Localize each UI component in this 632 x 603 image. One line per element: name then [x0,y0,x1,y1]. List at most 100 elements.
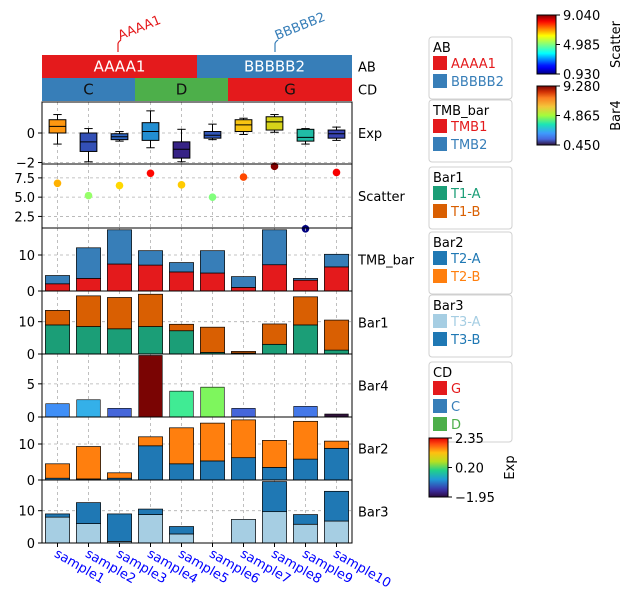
bar-segment [324,319,349,351]
annotation-ab-block [42,55,197,78]
annotation-cd-label: G [284,81,296,99]
colorbar-tick-label: 9.040 [563,9,600,24]
scatter-point [84,191,93,200]
y-tick-label: 0 [27,474,35,489]
legend-label: T1-A [450,187,481,202]
bar-segment [293,296,318,326]
bar [169,390,194,418]
scatter-point [53,179,62,188]
legend-label: C [451,400,460,415]
bar-segment [45,324,70,355]
box [172,141,191,159]
annotation-cd-label: C [83,81,93,99]
legend-box [428,99,513,163]
legend-title: AB [433,41,451,56]
bar-segment [169,427,194,465]
bar-segment [45,310,70,326]
scatter-point [332,168,341,177]
bar-segment [262,264,287,292]
bar [293,406,318,418]
annotation-cd-title: CD [358,84,377,99]
bar-segment [76,247,101,279]
colorbar-tick-label: 0.20 [455,462,484,477]
bar-segment [324,520,349,544]
bar-segment [45,463,70,479]
bar-segment [138,264,163,292]
bar-segment [293,420,318,460]
legend-swatch [433,269,447,283]
legend-label: BBBBB2 [451,75,504,90]
legend-box [428,36,513,100]
colorbar-label: Scatter [609,20,624,68]
colorbar-tick-label: 2.35 [455,432,484,447]
annotation-callout-label: AAAA1 [116,13,163,44]
bar-segment [138,436,163,447]
bar-segment [231,287,256,292]
bar-segment [324,349,349,355]
colorbar-tick-label: 0.930 [563,68,600,83]
bar-segment [76,446,101,480]
bar-segment [231,457,256,481]
bar-segment [231,419,256,459]
bar [107,408,132,418]
legend-label: G [451,382,461,397]
legend-swatch [433,56,447,70]
box [234,119,253,133]
legend-label: T2-B [450,270,480,285]
bar-segment [262,323,287,345]
bar-segment [107,328,132,355]
bar-segment [138,445,163,481]
callout-connector [117,39,122,52]
bar-segment [231,276,256,288]
colorbar-bar4 [536,85,557,146]
bar [138,355,163,418]
legend-box [428,361,513,443]
scatter-point [177,181,186,189]
colorbar-scatter [536,14,557,75]
bar-segment [138,326,163,355]
annotation-callout-label: BBBBB2 [273,10,328,44]
y-tick-label: 0 [27,537,35,552]
legend-swatch [433,417,447,431]
bar-segment [324,440,349,449]
colorbar-exp [428,437,449,498]
y-tick-label: 2.5 [14,210,35,225]
annotation-ab-title: AB [358,61,376,76]
bar-segment [107,297,132,330]
bar-segment [45,513,70,518]
annotation-cd-label: D [176,81,188,99]
legend-swatch [433,251,447,265]
track-label: Scatter [358,190,406,205]
bar-segment [169,526,194,535]
colorbar-label: Exp [503,455,518,479]
bar-segment [293,279,318,292]
bar-segment [293,523,318,544]
legend-title: Bar1 [433,171,464,186]
annotation-cd-block [135,78,228,101]
bar-segment [138,514,163,544]
legend-swatch [433,332,447,346]
colorbar-tick-label: 4.985 [563,39,600,54]
bar-segment [324,490,349,522]
bar-segment [76,295,101,327]
track-label: Bar2 [358,443,389,458]
bar-segment [169,271,194,292]
track-label: TMB_bar [357,254,415,269]
bar-segment [262,440,287,468]
legend-title: Bar3 [433,299,464,314]
y-tick-label: −2 [16,157,35,172]
legend-label: TMB2 [450,138,487,153]
bar-segment [262,343,287,355]
bar-segment [324,253,349,268]
bar-segment [107,472,132,479]
legend-box [428,294,513,358]
track-label: Bar3 [358,506,389,521]
legend-label: AAAA1 [451,57,496,72]
legend-swatch [433,137,447,151]
bar-segment [200,422,225,462]
y-tick-label: 7.5 [14,172,35,187]
bar-segment [45,275,70,285]
callout-connector [274,39,279,52]
legend-label: T3-B [450,333,480,348]
legend-swatch [433,186,447,200]
